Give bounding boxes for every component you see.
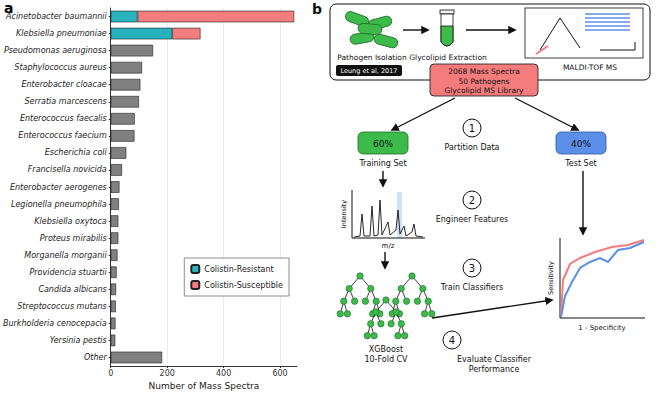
svg-text:Colistin-Susceptible: Colistin-Susceptible (204, 281, 283, 290)
svg-text:Enterococcus faecalis: Enterococcus faecalis (20, 114, 107, 123)
svg-text:Evaluate Classifier: Evaluate Classifier (457, 355, 532, 364)
svg-text:m/z: m/z (382, 242, 395, 250)
svg-text:4: 4 (449, 335, 455, 346)
svg-text:200: 200 (160, 369, 175, 378)
svg-text:Engineer Features: Engineer Features (436, 215, 509, 224)
svg-text:1: 1 (469, 123, 475, 134)
svg-text:Test Set: Test Set (564, 159, 596, 168)
svg-text:Pseudomonas aeruginosa: Pseudomonas aeruginosa (4, 46, 107, 55)
svg-text:Number of Mass Spectra: Number of Mass Spectra (149, 381, 260, 391)
svg-text:0: 0 (108, 369, 113, 378)
svg-text:600: 600 (272, 369, 287, 378)
svg-text:Other: Other (84, 353, 107, 362)
svg-text:60%: 60% (373, 139, 393, 149)
svg-text:Train Classifiers: Train Classifiers (440, 283, 503, 292)
svg-text:Morganella morganii: Morganella morganii (24, 251, 107, 260)
svg-text:Klebsiella oxytoca: Klebsiella oxytoca (34, 217, 106, 226)
svg-text:Intensity: Intensity (340, 200, 348, 228)
svg-text:Proteus mirabilis: Proteus mirabilis (40, 234, 107, 243)
svg-text:Partition Data: Partition Data (445, 143, 500, 152)
svg-text:Yersinia pestis: Yersinia pestis (50, 336, 107, 345)
svg-text:2068 Mass Spectra: 2068 Mass Spectra (448, 67, 520, 76)
svg-text:XGBoost: XGBoost (369, 345, 403, 354)
svg-text:40%: 40% (571, 139, 591, 149)
svg-text:10-Fold CV: 10-Fold CV (364, 355, 408, 364)
svg-text:Streptococcus mutans: Streptococcus mutans (17, 302, 107, 311)
svg-text:3: 3 (469, 263, 475, 274)
svg-text:Candida albicans: Candida albicans (38, 285, 106, 294)
svg-text:Colistin-Resistant: Colistin-Resistant (204, 265, 273, 274)
svg-text:Escherichia coli: Escherichia coli (45, 148, 108, 157)
svg-text:Enterococcus faecium: Enterococcus faecium (18, 131, 107, 140)
svg-text:1 - Specificity: 1 - Specificity (578, 324, 626, 332)
svg-text:Glycolipid Extraction: Glycolipid Extraction (409, 53, 487, 62)
svg-text:Enterobacter cloacae: Enterobacter cloacae (21, 80, 106, 89)
svg-text:400: 400 (216, 369, 231, 378)
svg-text:Sensitivity: Sensitivity (547, 261, 555, 295)
svg-text:Training Set: Training Set (358, 159, 406, 168)
svg-text:Leung et al, 2017: Leung et al, 2017 (340, 67, 397, 75)
svg-text:Enterobacter aerogenes: Enterobacter aerogenes (10, 183, 107, 192)
svg-text:b: b (312, 1, 322, 17)
svg-text:Pathogen Isolation: Pathogen Isolation (337, 53, 407, 62)
svg-text:MALDI-TOF MS: MALDI-TOF MS (563, 63, 617, 72)
svg-text:Klebsiella pneumoniae: Klebsiella pneumoniae (16, 29, 107, 38)
svg-text:2: 2 (469, 195, 475, 206)
svg-text:Providencia stuartii: Providencia stuartii (29, 268, 107, 277)
html-text:a: a (4, 0, 14, 16)
svg-text:Francisella novicida: Francisella novicida (28, 165, 107, 174)
svg-text:Legionella pneumophila: Legionella pneumophila (11, 200, 107, 209)
svg-text:Glycolipid MS Library: Glycolipid MS Library (444, 86, 524, 95)
svg-text:Acinetobacter baumannii: Acinetobacter baumannii (5, 12, 107, 21)
svg-text:50 Pathogens: 50 Pathogens (458, 77, 509, 86)
svg-text:Performance: Performance (469, 365, 520, 374)
svg-text:Serratia marcescens: Serratia marcescens (24, 97, 106, 106)
svg-text:Staphylococcus aureus: Staphylococcus aureus (14, 63, 106, 72)
svg-text:Burkholderia cenocepacia: Burkholderia cenocepacia (3, 319, 107, 328)
